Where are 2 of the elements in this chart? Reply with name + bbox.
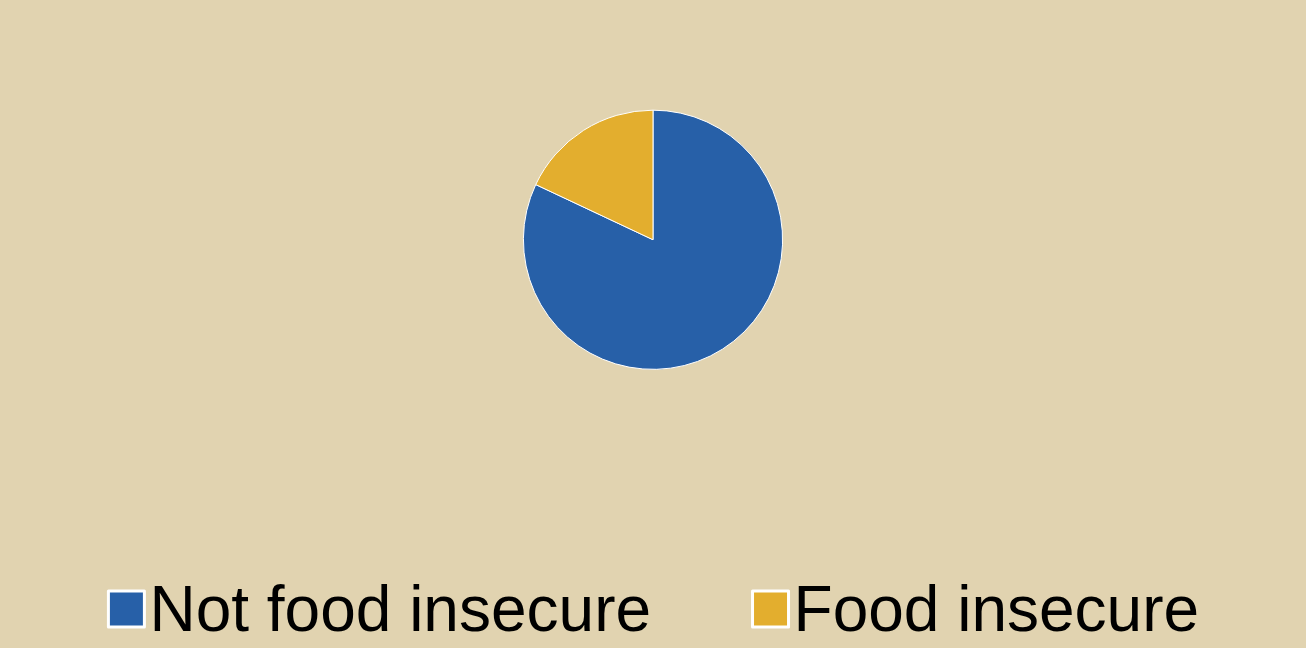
legend-label: Not food insecure	[149, 573, 652, 645]
legend-label: Food insecure	[793, 573, 1200, 645]
